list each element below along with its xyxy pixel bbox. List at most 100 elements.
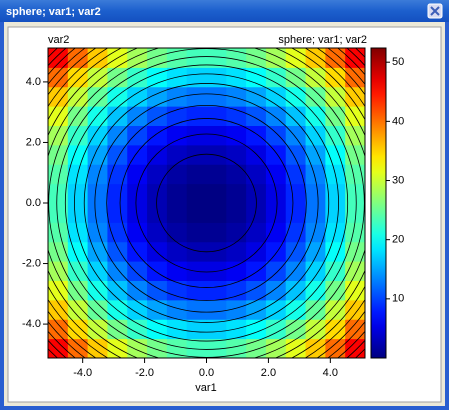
heatmap-cell bbox=[325, 338, 346, 358]
heatmap-cell bbox=[265, 222, 287, 243]
heatmap-cell bbox=[48, 86, 69, 107]
contour-line bbox=[83, 83, 330, 323]
heatmap-cell bbox=[325, 319, 346, 340]
heatmap-cell bbox=[107, 319, 128, 340]
heatmap-cell bbox=[285, 164, 307, 185]
close-button[interactable] bbox=[427, 3, 443, 19]
heatmap-cell bbox=[67, 48, 89, 68]
heatmap-cell bbox=[48, 222, 69, 243]
heatmap-cell bbox=[186, 319, 207, 340]
contour-line bbox=[156, 153, 257, 253]
heatmap-cell bbox=[246, 125, 267, 146]
heatmap-cell bbox=[265, 125, 287, 146]
heatmap-cell bbox=[285, 241, 307, 262]
heatmap-cell bbox=[147, 338, 168, 358]
heatmap-cell bbox=[67, 338, 89, 358]
heatmap-cell bbox=[345, 48, 365, 68]
heatmap-cell bbox=[67, 125, 89, 146]
heatmap-cell bbox=[305, 299, 326, 320]
heatmap-cell bbox=[186, 338, 207, 358]
heatmap-cell bbox=[265, 106, 287, 126]
heatmap-cell bbox=[67, 299, 89, 320]
heatmap-cell bbox=[107, 280, 128, 301]
heatmap-cell bbox=[246, 183, 267, 204]
heatmap-cell bbox=[206, 280, 227, 301]
heatmap-cell bbox=[166, 299, 188, 320]
heatmap-cell bbox=[206, 319, 227, 340]
heatmap-cell bbox=[246, 222, 267, 243]
heatmap-cell bbox=[226, 164, 247, 185]
heatmap-cell bbox=[107, 164, 128, 185]
heatmap-cell bbox=[87, 203, 108, 223]
heatmap-cell bbox=[48, 299, 69, 320]
heatmap-cell bbox=[186, 125, 207, 146]
heatmap-cell bbox=[107, 203, 128, 223]
contour-line bbox=[135, 133, 278, 273]
heatmap-cell bbox=[166, 48, 188, 68]
y-tick-label: -4.0 bbox=[22, 318, 41, 330]
heatmap-cell bbox=[345, 144, 365, 165]
heatmap-cell bbox=[166, 222, 188, 243]
heatmap-cell bbox=[246, 203, 267, 223]
heatmap-cell bbox=[345, 106, 365, 126]
heatmap-cell bbox=[305, 338, 326, 358]
heatmap-cell bbox=[246, 261, 267, 281]
x-tick-label: -4.0 bbox=[73, 367, 92, 379]
heatmap-cell bbox=[186, 106, 207, 126]
heatmap-cell bbox=[226, 125, 247, 146]
heatmap-cell bbox=[206, 67, 227, 88]
heatmap-cell bbox=[206, 203, 227, 223]
chart-title: sphere; var1; var2 bbox=[278, 34, 367, 46]
close-icon[interactable] bbox=[430, 6, 440, 16]
heatmap-cell bbox=[127, 144, 148, 165]
heatmap-cell bbox=[87, 319, 108, 340]
contour-line bbox=[94, 93, 319, 313]
colorbar-tick-label: 40 bbox=[392, 115, 404, 127]
contour-line bbox=[119, 118, 294, 288]
heatmap-cell bbox=[305, 164, 326, 185]
heatmap-cell bbox=[48, 183, 69, 204]
heatmap-cell bbox=[166, 125, 188, 146]
heatmap-cell bbox=[285, 67, 307, 88]
heatmap-cell bbox=[147, 144, 168, 165]
heatmap-cell bbox=[265, 86, 287, 107]
y-tick-label: 4.0 bbox=[26, 76, 41, 88]
heatmap-cell bbox=[67, 203, 89, 223]
y-tick-label: -2.0 bbox=[22, 257, 41, 269]
heatmap-cell bbox=[48, 67, 69, 88]
heatmap-cell bbox=[127, 125, 148, 146]
window-title: sphere; var1; var2 bbox=[6, 6, 101, 18]
heatmap-cell bbox=[107, 86, 128, 107]
heatmap-cell bbox=[127, 164, 148, 185]
heatmap-cell bbox=[345, 241, 365, 262]
heatmap-cell bbox=[166, 144, 188, 165]
heatmap-cell bbox=[107, 67, 128, 88]
heatmap-cell bbox=[87, 222, 108, 243]
x-tick-label: 0.0 bbox=[199, 367, 214, 379]
heatmap-cell bbox=[206, 48, 227, 68]
heatmap-cell bbox=[226, 144, 247, 165]
heatmap-cell bbox=[206, 164, 227, 185]
heatmap-cell bbox=[206, 338, 227, 358]
heatmap-cell bbox=[285, 261, 307, 281]
heatmap-cell bbox=[226, 86, 247, 107]
heatmap-cell bbox=[285, 183, 307, 204]
heatmap bbox=[48, 48, 365, 358]
heatmap-cell bbox=[305, 203, 326, 223]
heatmap-cell bbox=[285, 222, 307, 243]
y-tick-label: 0.0 bbox=[26, 197, 41, 209]
heatmap-cell bbox=[325, 48, 346, 68]
heatmap-cell bbox=[226, 299, 247, 320]
heatmap-cell bbox=[325, 183, 346, 204]
heatmap-cell bbox=[206, 86, 227, 107]
heatmap-cell bbox=[67, 280, 89, 301]
heatmap-cell bbox=[48, 319, 69, 340]
heatmap-cell bbox=[305, 319, 326, 340]
heatmap-cell bbox=[87, 164, 108, 185]
heatmap-cell bbox=[67, 319, 89, 340]
heatmap-cell bbox=[127, 183, 148, 204]
heatmap-cell bbox=[127, 222, 148, 243]
heatmap-cell bbox=[325, 280, 346, 301]
heatmap-cell bbox=[246, 164, 267, 185]
